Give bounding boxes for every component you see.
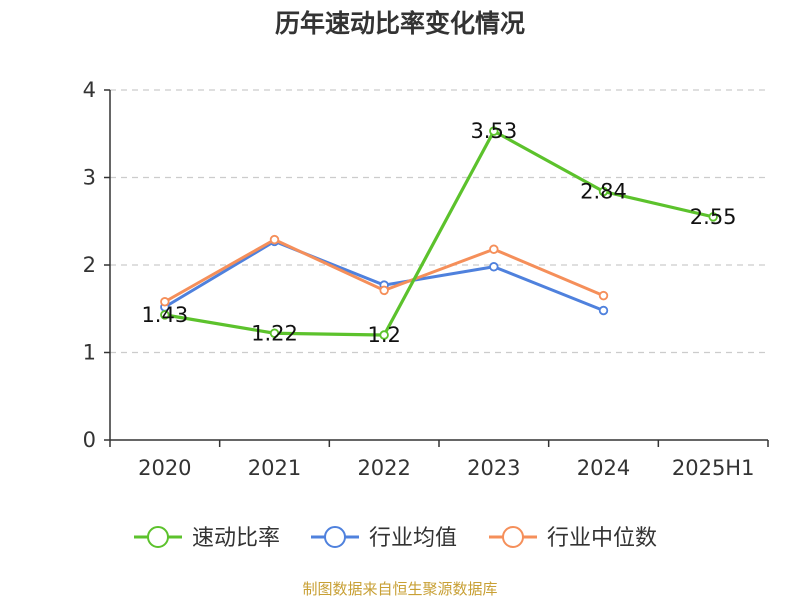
data-label: 1.43 [141,303,188,327]
data-label: 2.55 [690,205,737,229]
data-point [269,328,280,338]
y-tick-label: 4 [83,78,96,102]
y-tick-label: 2 [83,253,96,277]
legend-label: 速动比率 [192,526,280,551]
data-label: 1.22 [251,321,298,345]
data-point [160,297,170,307]
series-lines [160,126,718,340]
legend-label: 行业中位数 [547,526,657,551]
legend-item[interactable]: 速动比率 [134,526,280,551]
series-line [164,239,605,312]
data-point [489,262,499,272]
grid-lines [110,89,768,354]
data-point [598,305,609,316]
legend-label: 行业均值 [369,526,457,551]
data-point [598,290,609,301]
data-labels: 1.43 1.22 1.2 3.53 2.84 2.55 [141,119,736,347]
legend: 速动比率 行业均值 行业中位数 [134,526,657,551]
x-tick-label: 2022 [357,456,410,480]
legend-item[interactable]: 行业均值 [311,526,457,551]
y-tick-label: 3 [83,166,96,190]
legend-marker [502,526,524,548]
series-0 [160,126,718,340]
data-point [269,234,280,245]
data-label: 1.2 [367,323,400,347]
legend-item[interactable]: 行业中位数 [489,526,657,551]
series-2 [160,234,609,307]
x-tick-label: 2020 [138,456,191,480]
y-tick-label: 0 [83,428,96,452]
data-point [160,310,170,320]
chart-title: 历年速动比率变化情况 [274,9,525,38]
data-point [489,244,499,254]
series-1 [160,236,609,316]
data-point [379,285,389,296]
data-point [708,212,718,222]
x-tick-label: 2021 [248,456,301,480]
axes: 0 1 2 3 4 2020 2021 2022 2023 2024 2025H1 [83,78,769,480]
x-tick-label: 2024 [577,456,630,480]
series-line [164,129,714,337]
data-source-note: 制图数据来自恒生聚源数据库 [302,580,498,598]
x-tick-label: 2025H1 [672,456,755,480]
x-tick-label: 2023 [467,456,520,480]
legend-marker [147,526,169,548]
data-point [489,126,499,136]
data-point [598,186,609,197]
legend-marker [324,526,346,548]
data-point [379,330,389,340]
data-label: 3.53 [470,119,517,143]
y-tick-label: 1 [83,341,96,365]
data-label: 2.84 [580,180,627,204]
